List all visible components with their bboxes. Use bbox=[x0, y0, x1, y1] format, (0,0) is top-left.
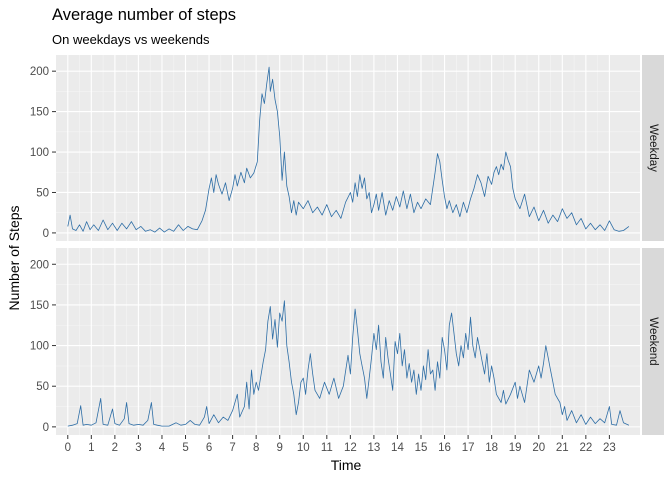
y-axis-label: Number of Steps bbox=[6, 205, 22, 310]
x-tick-label: 0 bbox=[65, 442, 71, 454]
x-tick-label: 4 bbox=[159, 442, 166, 454]
x-tick-label: 19 bbox=[509, 442, 522, 454]
x-tick-label: 17 bbox=[462, 442, 475, 454]
facet-strip bbox=[642, 55, 664, 241]
y-tick-label: 150 bbox=[30, 107, 49, 119]
y-tick-label: 50 bbox=[36, 381, 49, 393]
x-tick-label: 23 bbox=[603, 442, 616, 454]
x-tick-label: 21 bbox=[556, 442, 569, 454]
x-tick-label: 20 bbox=[532, 442, 545, 454]
x-tick-label: 14 bbox=[391, 442, 404, 454]
y-tick-label: 0 bbox=[43, 422, 49, 434]
facet-strip-label: Weekend bbox=[647, 317, 659, 365]
y-tick-label: 200 bbox=[30, 259, 49, 271]
x-tick-label: 15 bbox=[415, 442, 428, 454]
y-tick-label: 100 bbox=[30, 147, 49, 159]
x-tick-label: 10 bbox=[297, 442, 310, 454]
x-tick-label: 11 bbox=[321, 442, 333, 454]
y-tick-label: 200 bbox=[30, 66, 49, 78]
panel-background bbox=[56, 248, 640, 435]
x-tick-label: 13 bbox=[368, 442, 381, 454]
y-tick-label: 50 bbox=[36, 187, 49, 199]
panel-background bbox=[56, 55, 640, 241]
x-tick-label: 6 bbox=[206, 442, 212, 454]
y-tick-label: 0 bbox=[43, 228, 49, 240]
x-tick-label: 9 bbox=[277, 442, 283, 454]
x-tick-label: 3 bbox=[135, 442, 141, 454]
x-tick-label: 8 bbox=[253, 442, 259, 454]
x-tick-label: 1 bbox=[88, 442, 94, 454]
x-axis-label: Time bbox=[331, 457, 362, 473]
x-tick-label: 18 bbox=[485, 442, 498, 454]
x-tick-label: 2 bbox=[112, 442, 118, 454]
x-tick-label: 22 bbox=[579, 442, 592, 454]
series-line-weekday bbox=[67, 66, 630, 233]
chart-title: Average number of steps bbox=[52, 6, 237, 24]
y-tick-label: 150 bbox=[30, 300, 49, 312]
x-tick-label: 16 bbox=[438, 442, 451, 454]
facet-strip bbox=[642, 248, 664, 435]
chart-subtitle: On weekdays vs weekends bbox=[52, 32, 210, 47]
facet-strip-label: Weekday bbox=[647, 124, 659, 172]
series-line-weekend bbox=[67, 300, 630, 427]
x-tick-label: 7 bbox=[229, 442, 235, 454]
x-tick-label: 5 bbox=[182, 442, 188, 454]
x-tick-label: 12 bbox=[344, 442, 357, 454]
y-tick-label: 100 bbox=[30, 341, 49, 353]
